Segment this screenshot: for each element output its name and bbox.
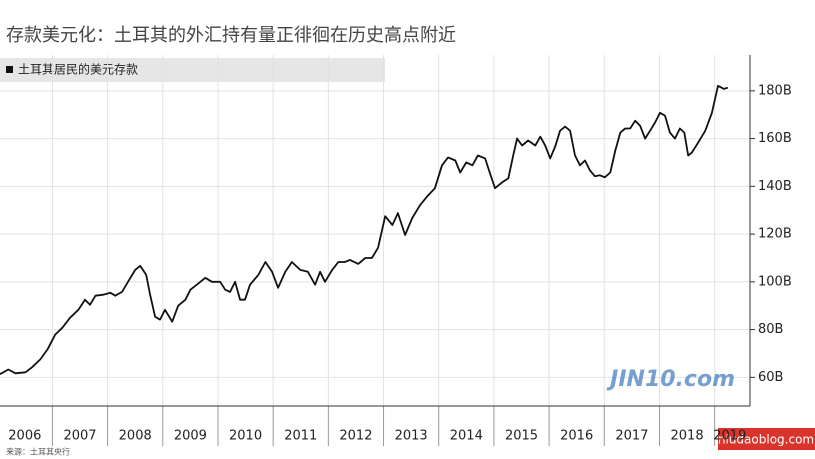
data-line — [0, 84, 729, 375]
x-tick-label: 2017 — [615, 429, 648, 444]
x-tick-label: 2007 — [63, 429, 96, 444]
source: 来源：土耳其央行 — [6, 447, 70, 457]
y-tick-label: 80B — [758, 322, 783, 337]
x-tick-label: 2018 — [671, 429, 704, 444]
x-tick-label: 2008 — [119, 429, 152, 444]
y-tick-label: 100B — [758, 274, 792, 289]
x-tick-label: 2015 — [505, 429, 538, 444]
y-tick-label: 120B — [758, 227, 792, 242]
watermark: JIN10.com — [606, 367, 735, 392]
y-tick-label: 180B — [758, 83, 792, 98]
x-tick-label: 2009 — [174, 429, 207, 444]
x-tick-label: 2019 — [713, 429, 746, 444]
y-tick-label: 140B — [758, 179, 792, 194]
watermark-box — [718, 428, 815, 450]
watermark: niudaoblog.com — [718, 433, 814, 447]
plot — [0, 55, 750, 446]
x-tick-label: 2006 — [8, 429, 41, 444]
legend-swatch — [6, 66, 13, 73]
y-tick-label: 60B — [758, 370, 783, 385]
x-tick-label: 2011 — [284, 429, 317, 444]
chart-title: 存款美元化：土耳其的外汇持有量正徘徊在历史高点附近 — [6, 25, 456, 46]
x-tick-label: 2016 — [560, 429, 593, 444]
x-tick-label: 2010 — [229, 429, 262, 444]
y-tick-label: 160B — [758, 131, 792, 146]
x-tick-label: 2012 — [339, 429, 372, 444]
legend-label: 土耳其居民的美元存款 — [18, 62, 138, 77]
x-tick-label: 2013 — [395, 429, 428, 444]
x-tick-label: 2014 — [450, 429, 483, 444]
legend-box — [0, 58, 385, 82]
